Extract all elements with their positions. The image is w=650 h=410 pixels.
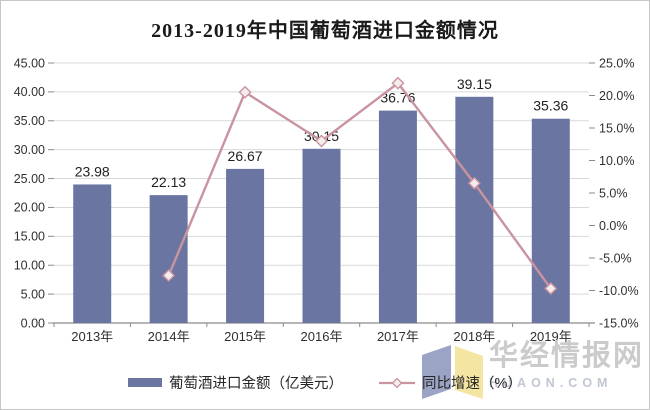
growth-rate-marker	[467, 176, 481, 190]
bar-2013年	[73, 184, 112, 323]
bar-2014年	[149, 195, 188, 323]
bar-value-label: 35.36	[533, 98, 568, 114]
y2-axis-tick-label: 15.0%	[599, 121, 634, 135]
y-axis-tick-label: 30.00	[14, 143, 45, 157]
y2-axis-tick-label: 10.0%	[599, 154, 634, 168]
y-axis-tick-label: 25.00	[14, 172, 45, 186]
x-axis-label: 2013年	[71, 329, 113, 344]
growth-rate-marker	[238, 85, 252, 99]
legend-line-label: 同比增速（%）	[422, 376, 522, 392]
bar-2018年	[455, 96, 494, 323]
y-axis-tick-label: 40.00	[14, 85, 45, 99]
legend-item-growth-rate: 同比增速（%）	[379, 372, 522, 393]
legend-item-import-amount: 葡萄酒进口金额（亿美元）	[128, 372, 343, 393]
growth-rate-line	[167, 81, 552, 290]
y2-axis-tick-label: -15.0%	[599, 316, 639, 330]
growth-rate-marker	[544, 282, 558, 296]
y-axis-tick-label: 10.00	[14, 259, 45, 273]
y2-axis-tick-label: 0.0%	[599, 219, 628, 233]
bar-value-label: 26.67	[228, 148, 263, 164]
growth-rate-marker	[315, 134, 328, 148]
y-axis-tick-label: 20.00	[14, 201, 45, 215]
x-axis-label: 2019年	[530, 329, 572, 344]
bar-2015年	[226, 168, 265, 323]
growth-rate-marker	[391, 76, 405, 90]
y2-axis-tick-label: -10.0%	[599, 284, 639, 298]
x-axis-label: 2016年	[301, 329, 343, 344]
y-axis-tick-label: 5.00	[21, 287, 45, 301]
bar-2017年	[378, 110, 417, 323]
bar-value-label: 22.13	[151, 174, 186, 190]
legend-bar-swatch	[128, 378, 163, 387]
y-axis-tick-label: 35.00	[14, 114, 45, 128]
y2-axis-tick-label: 25.0%	[599, 56, 634, 70]
chart-legend: 葡萄酒进口金额（亿美元） 同比增速（%）	[1, 372, 649, 393]
y-axis-tick-label: 15.00	[14, 230, 45, 244]
x-axis-label: 2014年	[148, 329, 190, 344]
legend-line-swatch	[379, 377, 416, 388]
y2-axis-tick-label: 20.0%	[599, 89, 634, 103]
y2-axis-tick-label: -5.0%	[599, 251, 632, 265]
growth-rate-marker	[162, 269, 176, 283]
bar-2016年	[302, 148, 341, 323]
chart-title: 2013-2019年中国葡萄酒进口金额情况	[151, 20, 499, 42]
x-axis-label: 2018年	[453, 329, 495, 344]
bar-value-label: 23.98	[75, 163, 110, 179]
y-axis-tick-label: 0.00	[21, 316, 45, 330]
bar-value-label: 39.15	[457, 76, 492, 92]
legend-bar-label: 葡萄酒进口金额（亿美元）	[169, 376, 344, 392]
x-axis-label: 2015年	[224, 329, 266, 344]
y2-axis-tick-label: 5.0%	[599, 186, 628, 200]
x-axis-label: 2017年	[377, 329, 419, 344]
y-axis-tick-label: 45.00	[14, 56, 45, 70]
